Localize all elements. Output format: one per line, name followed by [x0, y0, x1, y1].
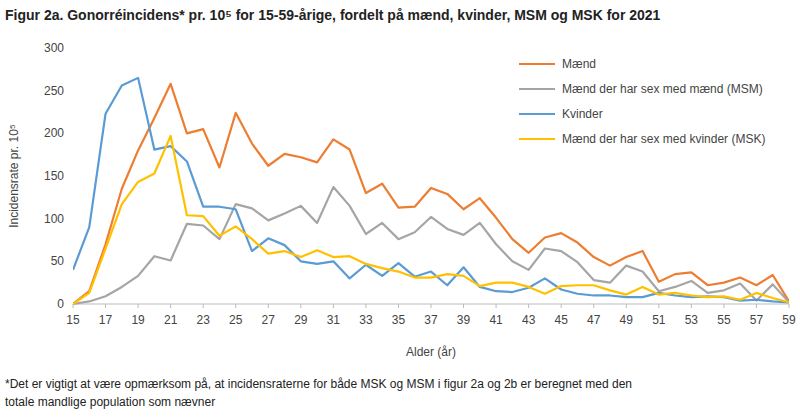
x-tick — [528, 304, 529, 308]
y-tick — [70, 218, 73, 219]
x-tick-label: 17 — [99, 313, 113, 327]
x-tick — [723, 304, 724, 308]
y-tick-label: 250 — [44, 84, 64, 98]
x-axis — [73, 304, 789, 305]
x-tick-label: 29 — [294, 313, 308, 327]
plot-area — [73, 78, 789, 304]
x-tick-label: 55 — [717, 313, 731, 327]
y-tick — [70, 48, 73, 49]
x-tick — [658, 304, 659, 308]
x-tick-label: 53 — [685, 313, 699, 327]
legend-swatch — [519, 88, 555, 90]
x-tick-label: 57 — [750, 313, 764, 327]
x-tick — [170, 304, 171, 308]
x-tick-label: 35 — [392, 313, 406, 327]
x-tick — [593, 304, 594, 308]
y-tick-label: 100 — [44, 212, 64, 226]
x-tick — [561, 304, 562, 308]
x-tick — [138, 304, 139, 308]
x-tick — [431, 304, 432, 308]
x-tick — [365, 304, 366, 308]
x-tick-label: 33 — [359, 313, 373, 327]
series-line — [73, 187, 789, 304]
legend-label: Kvinder — [562, 107, 603, 121]
legend-swatch — [519, 63, 555, 65]
x-tick-label: 25 — [229, 313, 243, 327]
x-tick — [691, 304, 692, 308]
y-tick-label: 50 — [51, 254, 65, 268]
y-tick — [70, 133, 73, 134]
y-tick-label: 300 — [44, 41, 64, 55]
x-tick-label: 21 — [164, 313, 178, 327]
legend-swatch — [519, 138, 555, 140]
chart: Figur 2a. Gonorréincidens* pr. 10⁵ for 1… — [0, 0, 800, 417]
legend-swatch — [519, 113, 555, 115]
y-tick — [70, 176, 73, 177]
x-tick-label: 39 — [457, 313, 471, 327]
x-tick — [463, 304, 464, 308]
series-line — [73, 78, 789, 302]
x-tick-label: 19 — [131, 313, 145, 327]
x-tick — [496, 304, 497, 308]
x-tick-label: 27 — [262, 313, 276, 327]
x-axis-label: Alder (år) — [406, 345, 456, 359]
y-tick-label: 0 — [57, 297, 64, 311]
x-tick — [105, 304, 106, 308]
x-tick — [300, 304, 301, 308]
footnote: *Det er vigtigt at være opmærksom på, at… — [5, 377, 632, 391]
x-tick — [268, 304, 269, 308]
x-tick — [333, 304, 334, 308]
legend-label: Mænd der har sex med mænd (MSM) — [562, 82, 763, 96]
x-tick-label: 15 — [66, 313, 80, 327]
x-tick-label: 51 — [652, 313, 666, 327]
y-tick-label: 200 — [44, 126, 64, 140]
x-tick-label: 37 — [424, 313, 438, 327]
legend-label: Mænd der har sex med kvinder (MSK) — [562, 132, 765, 146]
x-tick — [398, 304, 399, 308]
x-tick-label: 49 — [620, 313, 634, 327]
footnote: totale mandlige population som nævner — [5, 395, 215, 409]
x-tick-label: 47 — [587, 313, 601, 327]
y-tick — [70, 90, 73, 91]
title: Figur 2a. Gonorréincidens* pr. 10⁵ for 1… — [5, 7, 661, 23]
y-tick-label: 150 — [44, 169, 64, 183]
x-tick-label: 43 — [522, 313, 536, 327]
x-tick-label: 23 — [197, 313, 211, 327]
x-tick — [626, 304, 627, 308]
y-tick — [70, 261, 73, 262]
x-tick-label: 45 — [555, 313, 569, 327]
x-tick-label: 59 — [782, 313, 796, 327]
x-tick — [789, 304, 790, 308]
x-tick — [203, 304, 204, 308]
y-axis-label: Incidensrate pr. 10⁵ — [7, 124, 21, 228]
x-tick — [756, 304, 757, 308]
x-tick — [235, 304, 236, 308]
x-tick-label: 41 — [489, 313, 503, 327]
legend-label: Mænd — [562, 57, 596, 71]
x-tick-label: 31 — [327, 313, 341, 327]
series-line — [73, 136, 789, 304]
